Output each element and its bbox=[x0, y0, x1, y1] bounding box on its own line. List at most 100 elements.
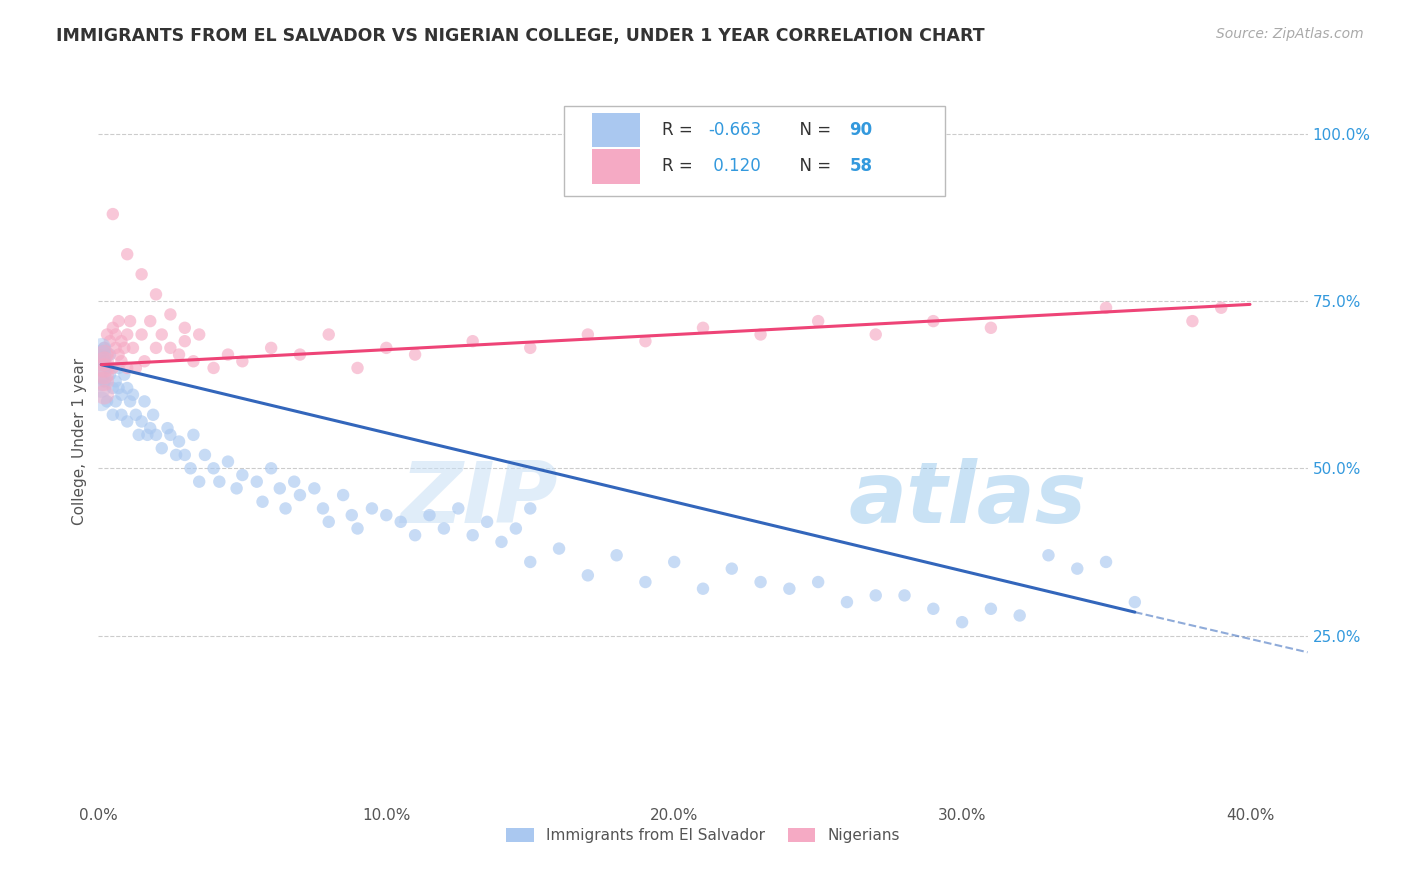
Point bbox=[194, 448, 217, 462]
Point bbox=[519, 555, 541, 569]
Point bbox=[96, 394, 118, 409]
Point bbox=[90, 375, 112, 389]
Point bbox=[749, 327, 772, 342]
Point bbox=[107, 348, 129, 362]
Point bbox=[260, 461, 283, 475]
Point bbox=[183, 354, 205, 368]
Point bbox=[1211, 301, 1233, 315]
Point bbox=[93, 341, 115, 355]
Point bbox=[110, 387, 132, 401]
Point bbox=[922, 314, 945, 328]
Point bbox=[98, 334, 121, 349]
Point bbox=[950, 615, 973, 630]
Point bbox=[208, 475, 231, 489]
Point bbox=[202, 461, 225, 475]
Point bbox=[90, 368, 112, 382]
Point bbox=[165, 448, 187, 462]
Point bbox=[1181, 314, 1204, 328]
Point bbox=[274, 501, 297, 516]
Point bbox=[922, 602, 945, 616]
Point bbox=[980, 321, 1002, 335]
Point bbox=[159, 341, 181, 355]
Text: N =: N = bbox=[789, 157, 837, 175]
Point bbox=[288, 348, 311, 362]
Text: atlas: atlas bbox=[848, 458, 1087, 541]
Point bbox=[90, 354, 112, 368]
Point bbox=[167, 434, 190, 449]
Point bbox=[188, 327, 211, 342]
Point bbox=[122, 341, 145, 355]
Point bbox=[96, 361, 118, 376]
Point bbox=[361, 501, 384, 516]
Point bbox=[139, 421, 162, 435]
Point bbox=[93, 354, 115, 368]
Point bbox=[159, 427, 181, 442]
Point bbox=[404, 528, 426, 542]
FancyBboxPatch shape bbox=[564, 105, 945, 196]
Point bbox=[519, 501, 541, 516]
Point bbox=[606, 548, 628, 563]
Point bbox=[246, 475, 269, 489]
Point bbox=[134, 394, 156, 409]
Point bbox=[101, 321, 124, 335]
Text: -0.663: -0.663 bbox=[707, 121, 761, 139]
Point bbox=[720, 562, 742, 576]
Point bbox=[340, 508, 363, 523]
Point bbox=[491, 534, 513, 549]
Point bbox=[115, 327, 138, 342]
Point bbox=[461, 334, 484, 349]
Point bbox=[461, 528, 484, 542]
Point bbox=[131, 327, 153, 342]
Point bbox=[90, 394, 112, 409]
Point bbox=[231, 467, 253, 482]
Point bbox=[93, 375, 115, 389]
Point bbox=[692, 321, 714, 335]
Y-axis label: College, Under 1 year: College, Under 1 year bbox=[72, 358, 87, 525]
Point bbox=[110, 354, 132, 368]
Point bbox=[90, 361, 112, 376]
Point bbox=[664, 555, 686, 569]
Point bbox=[180, 461, 202, 475]
Point bbox=[173, 334, 195, 349]
Point bbox=[120, 394, 142, 409]
Point bbox=[107, 381, 129, 395]
Point bbox=[404, 348, 426, 362]
Point bbox=[93, 375, 115, 389]
Point bbox=[145, 341, 167, 355]
Point bbox=[1123, 595, 1146, 609]
Point bbox=[893, 589, 915, 603]
Text: R =: R = bbox=[662, 157, 697, 175]
Point bbox=[131, 414, 153, 429]
Point bbox=[101, 381, 124, 395]
Point bbox=[980, 602, 1002, 616]
Point bbox=[104, 375, 127, 389]
Point bbox=[139, 314, 162, 328]
Point bbox=[835, 595, 858, 609]
Text: Source: ZipAtlas.com: Source: ZipAtlas.com bbox=[1216, 27, 1364, 41]
Point bbox=[125, 361, 148, 376]
Point bbox=[150, 442, 173, 455]
Point bbox=[332, 488, 354, 502]
Point bbox=[93, 368, 115, 382]
Point bbox=[188, 475, 211, 489]
Point bbox=[318, 515, 340, 529]
Point bbox=[104, 327, 127, 342]
Point bbox=[101, 361, 124, 376]
Point bbox=[150, 327, 173, 342]
Point bbox=[865, 589, 887, 603]
Point bbox=[90, 354, 112, 368]
Text: ZIP: ZIP bbox=[401, 458, 558, 541]
Point bbox=[134, 354, 156, 368]
Point bbox=[159, 307, 181, 322]
Point bbox=[107, 314, 129, 328]
Point bbox=[93, 341, 115, 355]
Point bbox=[519, 341, 541, 355]
Point bbox=[749, 575, 772, 590]
Point bbox=[692, 582, 714, 596]
Point bbox=[433, 521, 456, 535]
Point bbox=[93, 354, 115, 368]
Point bbox=[447, 501, 470, 516]
Point bbox=[505, 521, 527, 535]
Text: 90: 90 bbox=[849, 121, 873, 139]
Point bbox=[173, 321, 195, 335]
